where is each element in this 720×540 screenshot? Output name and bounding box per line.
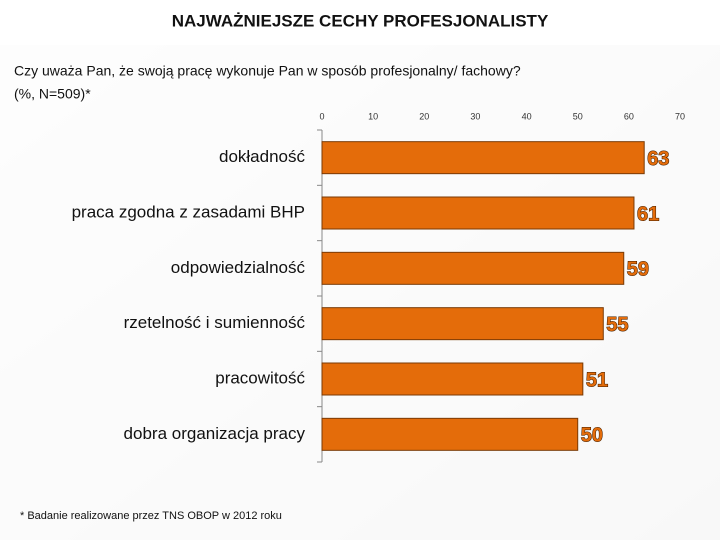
bar [321, 141, 645, 175]
x-tick-label: 50 [573, 111, 583, 121]
value-label: 63 [647, 148, 669, 170]
x-tick-label: 70 [675, 111, 685, 121]
chart-title: NAJWAŻNIEJSZE CECHY PROFESJONALISTY [172, 11, 549, 30]
value-label: 59 [627, 259, 649, 281]
y-tick-label: rzetelność i sumienność [124, 313, 306, 332]
x-tick-label: 20 [419, 111, 429, 121]
x-tick-label: 40 [522, 111, 532, 121]
bar [321, 417, 579, 451]
y-tick-label: dokładność [219, 147, 306, 166]
y-tick-label: praca zgodna z zasadami BHP [72, 202, 305, 221]
y-tick-label: dobra organizacja pracy [124, 424, 306, 443]
x-tick-label: 60 [624, 111, 634, 121]
x-tick-label: 10 [368, 111, 378, 121]
bar [321, 362, 584, 396]
title-bar [0, 0, 720, 45]
value-label: 61 [637, 203, 659, 225]
bar [321, 307, 604, 341]
bar [321, 251, 625, 285]
value-label: 50 [581, 425, 603, 447]
panel [0, 45, 720, 540]
subtitle: (%, N=509)* [14, 86, 91, 102]
x-tick-label: 0 [319, 111, 324, 121]
y-tick-label: pracowitość [215, 368, 305, 387]
subtitle: Czy uważa Pan, że swoją pracę wykonuje P… [14, 63, 521, 79]
value-label: 51 [586, 369, 608, 391]
x-tick-label: 30 [470, 111, 480, 121]
footnote: * Badanie realizowane przez TNS OBOP w 2… [20, 510, 282, 522]
y-tick-label: odpowiedzialność [171, 258, 306, 277]
value-label: 55 [606, 314, 628, 336]
bar [321, 196, 635, 230]
